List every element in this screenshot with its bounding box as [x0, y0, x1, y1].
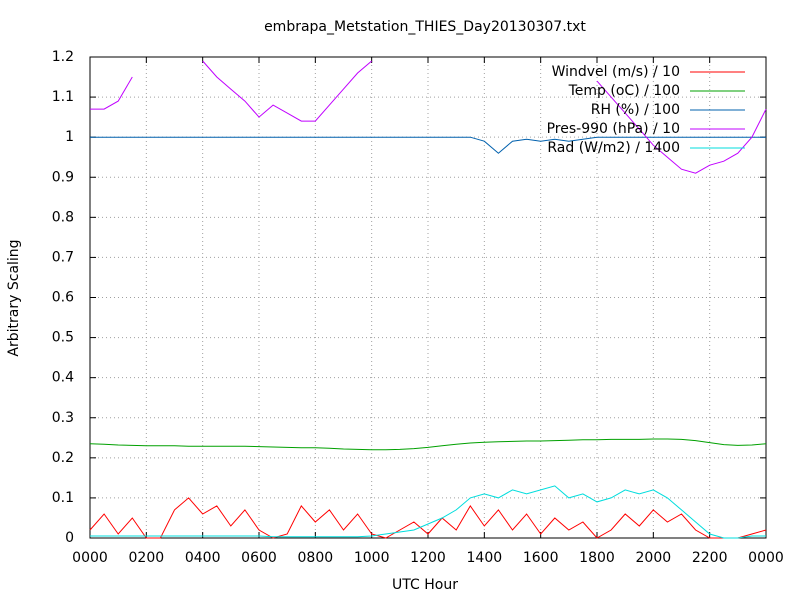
- chart-title: embrapa_Metstation_THIES_Day20130307.txt: [264, 19, 586, 35]
- y-tick-label: 0.5: [52, 330, 74, 346]
- y-tick-label: 0.7: [52, 249, 74, 265]
- series-line: [90, 485, 766, 539]
- y-tick-label: 0: [65, 530, 74, 546]
- x-tick-label: 0000: [748, 550, 784, 566]
- x-tick-label: 1000: [354, 550, 390, 566]
- legend-label: RH (%) / 100: [591, 102, 680, 118]
- y-tick-label: 0.8: [52, 209, 74, 225]
- legend-label: Temp (oC) / 100: [568, 83, 680, 99]
- series-line: [90, 60, 767, 174]
- x-axis-label: UTC Hour: [392, 577, 458, 593]
- series-line: [89, 438, 767, 451]
- x-tick-label: 0000: [72, 550, 108, 566]
- y-tick-label: 0.3: [52, 410, 74, 426]
- x-tick-label: 1600: [523, 550, 559, 566]
- x-tick-label: 2000: [636, 550, 672, 566]
- y-tick-label: 0.4: [52, 370, 74, 386]
- x-tick-label: 2200: [692, 550, 728, 566]
- y-tick-label: 1.1: [52, 89, 74, 105]
- series-line: [90, 136, 766, 154]
- x-tick-label: 0400: [185, 550, 221, 566]
- legend-label: Rad (W/m2) / 1400: [547, 140, 680, 156]
- x-tick-label: 1800: [579, 550, 615, 566]
- x-tick-label: 0800: [298, 550, 334, 566]
- y-tick-label: 1: [65, 129, 74, 145]
- x-tick-label: 0200: [129, 550, 165, 566]
- x-tick-label: 1200: [410, 550, 446, 566]
- y-tick-label: 0.2: [52, 450, 74, 466]
- x-tick-label: 0600: [241, 550, 277, 566]
- series-line: [89, 497, 767, 539]
- y-axis-label: Arbitrary Scaling: [6, 239, 22, 356]
- plot-border: [89, 56, 767, 539]
- y-tick-label: 0.6: [52, 290, 74, 306]
- legend-label: Windvel (m/s) / 10: [552, 64, 680, 80]
- y-tick-label: 0.9: [52, 169, 74, 185]
- legend-label: Pres-990 (hPa) / 10: [547, 121, 680, 137]
- y-tick-label: 1.2: [52, 49, 74, 65]
- y-tick-label: 0.1: [52, 490, 74, 506]
- x-tick-label: 1400: [467, 550, 503, 566]
